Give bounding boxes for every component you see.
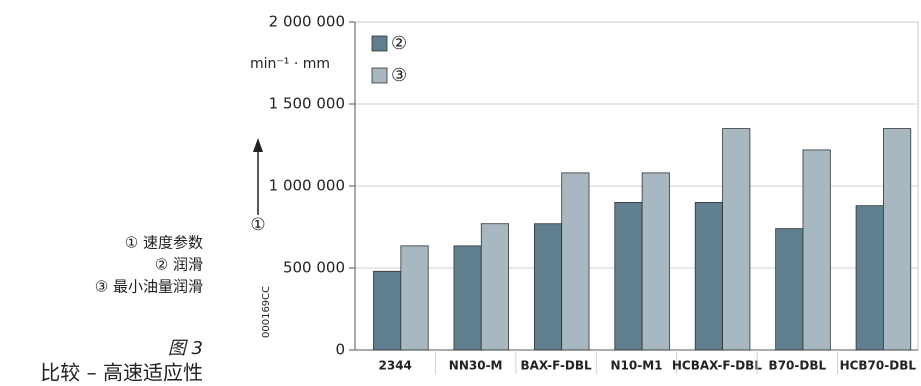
note: ① 速度参数 bbox=[125, 234, 203, 252]
bar bbox=[802, 149, 831, 351]
y-tick-label: 2 000 000 bbox=[269, 13, 345, 31]
x-tick-label: NN30-M bbox=[449, 359, 503, 373]
x-tick-label: N10-M1 bbox=[610, 359, 662, 373]
bar bbox=[641, 172, 670, 351]
bar bbox=[775, 228, 804, 351]
arrow-head bbox=[253, 138, 263, 152]
bar bbox=[614, 201, 643, 351]
bar bbox=[694, 201, 723, 351]
legend-swatch bbox=[371, 35, 388, 52]
bar bbox=[533, 223, 563, 351]
note: ③ 最小油量润滑 bbox=[95, 278, 203, 296]
code: 000169CC bbox=[261, 286, 272, 338]
x-tick-label: 2344 bbox=[379, 359, 412, 373]
figure-number: 图 3 bbox=[168, 338, 203, 359]
x-tick-label: HCB70-DBL bbox=[840, 359, 917, 373]
figure-caption: 比较 – 高速适应性 bbox=[40, 361, 203, 385]
bar bbox=[373, 270, 402, 351]
y-tick-label: 0 bbox=[335, 341, 345, 359]
x-tick-label: B70-DBL bbox=[769, 359, 827, 373]
legend-label: ② bbox=[391, 33, 407, 54]
y-tick-label: 1 500 000 bbox=[269, 95, 345, 113]
bar bbox=[561, 172, 590, 351]
note: ② 润滑 bbox=[155, 256, 203, 274]
bar bbox=[722, 128, 751, 351]
legend-swatch bbox=[371, 67, 388, 84]
y-tick-label: 500 000 bbox=[283, 259, 345, 277]
x-tick-label: BAX-F-DBL bbox=[520, 359, 592, 373]
bar bbox=[480, 223, 510, 351]
y-label: min⁻¹ · mm bbox=[250, 56, 330, 72]
bar bbox=[883, 128, 912, 351]
bar bbox=[855, 205, 884, 351]
legend-label: ③ bbox=[391, 65, 407, 86]
y-tick-label: 1 000 000 bbox=[269, 177, 345, 195]
x-tick-label: HCBAX-F-DBL bbox=[672, 359, 762, 373]
axis-marker: ① bbox=[250, 215, 265, 235]
bar bbox=[400, 245, 429, 351]
bar bbox=[453, 245, 482, 351]
